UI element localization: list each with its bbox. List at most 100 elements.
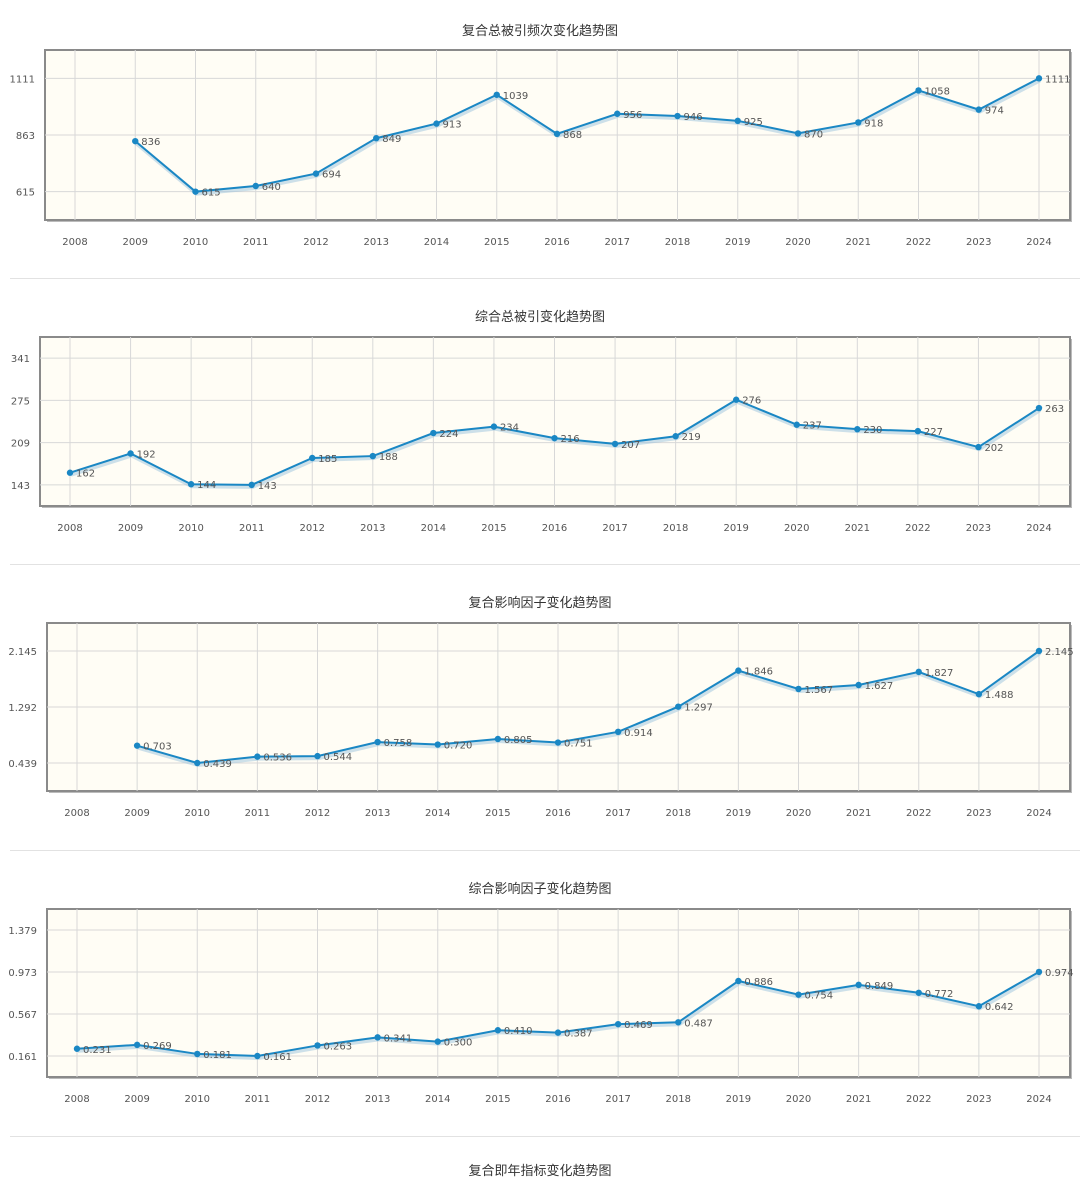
data-point xyxy=(1035,75,1043,82)
data-label: 216 xyxy=(561,434,580,445)
data-label: 0.439 xyxy=(203,759,232,770)
data-label: 0.772 xyxy=(925,989,954,1000)
x-tick-label: 2008 xyxy=(57,523,82,534)
y-tick-label: 0.161 xyxy=(8,1052,37,1063)
data-label: 0.849 xyxy=(865,981,894,992)
x-tick-label: 2012 xyxy=(305,808,330,819)
x-tick-label: 2009 xyxy=(124,808,149,819)
data-point xyxy=(793,421,800,428)
x-tick-label: 2011 xyxy=(243,237,268,248)
data-label: 188 xyxy=(379,452,398,463)
x-tick-label: 2010 xyxy=(178,523,203,534)
data-label: 694 xyxy=(322,170,341,181)
x-tick-label: 2022 xyxy=(905,523,930,534)
data-point xyxy=(915,668,922,676)
data-point xyxy=(614,1020,622,1028)
data-point xyxy=(855,981,862,989)
data-point xyxy=(795,991,802,998)
data-label: 1058 xyxy=(925,86,950,97)
data-label: 0.914 xyxy=(624,728,653,739)
data-label: 1.846 xyxy=(744,667,773,678)
data-point xyxy=(494,735,502,743)
x-tick-label: 2017 xyxy=(605,808,630,819)
x-tick-label: 2015 xyxy=(481,523,506,534)
x-tick-label: 2012 xyxy=(300,523,325,534)
y-tick-label: 1.379 xyxy=(8,926,37,937)
data-point xyxy=(433,120,440,127)
x-tick-label: 2010 xyxy=(185,808,210,819)
y-tick-label: 341 xyxy=(11,354,30,365)
x-tick-label: 2013 xyxy=(364,237,389,248)
x-tick-label: 2011 xyxy=(245,1094,270,1105)
y-tick-label: 209 xyxy=(11,439,30,450)
chart-block-1: 复合总被引频次变化趋势图 2008 2009 2010 2011 2012 2013 201… xyxy=(0,0,1080,286)
data-point xyxy=(675,703,682,710)
x-tick-label: 2024 xyxy=(1026,237,1051,248)
data-point xyxy=(192,188,199,195)
x-tick-label: 2015 xyxy=(484,237,509,248)
data-label: 263 xyxy=(1045,404,1064,415)
data-label: 0.181 xyxy=(203,1050,232,1061)
data-label: 849 xyxy=(382,134,401,145)
divider xyxy=(10,850,1080,851)
data-label: 234 xyxy=(500,423,519,434)
x-tick-label: 2021 xyxy=(846,237,871,248)
data-point xyxy=(133,742,141,749)
data-label: 0.974 xyxy=(1045,968,1074,979)
x-tick-label: 2012 xyxy=(305,1094,330,1105)
x-tick-label: 2021 xyxy=(846,1094,871,1105)
data-label: 227 xyxy=(924,427,943,438)
data-label: 0.805 xyxy=(504,735,533,746)
data-point xyxy=(194,1050,201,1058)
series-line-shadow xyxy=(134,78,1041,196)
x-tick-label: 2013 xyxy=(360,523,385,534)
x-tick-label: 2010 xyxy=(185,1094,210,1105)
x-tick-label: 2008 xyxy=(62,237,87,248)
data-label: 870 xyxy=(804,129,823,140)
data-point xyxy=(734,117,741,125)
x-tick-label: 2023 xyxy=(966,523,991,534)
data-point xyxy=(494,1027,502,1034)
x-tick-label: 2013 xyxy=(365,808,390,819)
data-point xyxy=(314,1042,321,1049)
data-point xyxy=(554,1029,562,1036)
data-label: 0.487 xyxy=(684,1018,713,1029)
data-point xyxy=(553,130,561,138)
data-point xyxy=(672,433,679,440)
y-tick-label: 0.567 xyxy=(8,1010,37,1021)
x-tick-label: 2024 xyxy=(1026,808,1051,819)
series-line xyxy=(134,77,1040,193)
data-label: 162 xyxy=(76,469,95,480)
x-tick-label: 2020 xyxy=(784,523,809,534)
chart-svg: 2008 2009 2010 2011 2012 2013 2014 2015 2016 2017… xyxy=(10,49,1072,248)
data-point xyxy=(975,443,982,451)
x-tick-label: 2023 xyxy=(966,1094,991,1105)
data-point xyxy=(430,429,437,437)
data-label: 192 xyxy=(137,450,156,461)
data-label: 868 xyxy=(563,130,582,141)
data-point xyxy=(551,434,558,442)
chart-svg: 2008 2009 2010 2011 2012 2013 2014 2015 2016 2017… xyxy=(8,908,1074,1105)
chart-title: 综合影响因子变化趋势图 xyxy=(468,882,612,897)
x-tick-label: 2018 xyxy=(663,523,688,534)
y-tick-label: 0.973 xyxy=(8,968,37,979)
chart-block-2: 综合总被引变化趋势图 2008 2009 2010 2011 2012 2013 2014 2… xyxy=(0,286,1080,572)
y-tick-label: 275 xyxy=(11,396,30,407)
chart-title: 复合影响因子变化趋势图 xyxy=(468,596,612,611)
data-label: 0.300 xyxy=(444,1038,473,1049)
data-label: 925 xyxy=(744,117,763,128)
data-point xyxy=(434,741,441,748)
x-tick-label: 2015 xyxy=(485,1094,510,1105)
y-tick-label: 1111 xyxy=(10,74,35,85)
data-label: 0.720 xyxy=(444,741,473,752)
data-label: 956 xyxy=(623,110,642,121)
data-label: 144 xyxy=(197,480,216,491)
y-tick-label: 143 xyxy=(11,481,30,492)
x-tick-label: 2015 xyxy=(485,808,510,819)
x-tick-label: 2019 xyxy=(726,808,751,819)
data-label: 0.886 xyxy=(744,977,773,988)
data-label: 0.544 xyxy=(324,752,353,763)
data-label: 836 xyxy=(141,137,160,148)
data-point xyxy=(309,454,316,462)
data-label: 0.703 xyxy=(143,742,172,753)
